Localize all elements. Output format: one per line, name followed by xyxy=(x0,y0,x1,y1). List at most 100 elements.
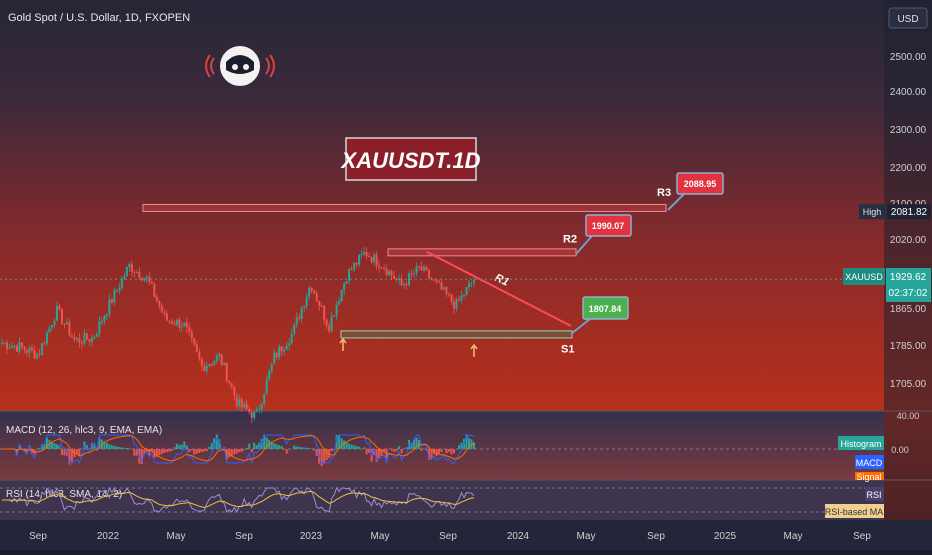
candle-body xyxy=(93,337,95,338)
macd-histogram-bar xyxy=(106,443,108,449)
candle-body xyxy=(163,312,165,313)
candle-body xyxy=(166,313,168,320)
macd-histogram-bar xyxy=(108,444,110,449)
candle-body xyxy=(263,394,265,404)
macd-histogram-bar xyxy=(343,440,345,449)
macd-histogram-bar xyxy=(203,449,205,451)
candle-body xyxy=(451,294,453,301)
macd-histogram-bar xyxy=(186,445,188,449)
candle-body xyxy=(468,283,470,287)
macd-histogram-bar xyxy=(398,446,400,449)
candle-body xyxy=(253,411,255,418)
candle-body xyxy=(356,263,358,265)
candle-body xyxy=(188,327,190,331)
candle-body xyxy=(51,325,53,327)
time-axis-label: May xyxy=(784,531,803,542)
macd-histogram-bar xyxy=(123,448,125,449)
macd-histogram-bar xyxy=(166,449,168,452)
candle-body xyxy=(348,269,350,281)
r2-label: R2 xyxy=(563,233,577,245)
candle-body xyxy=(351,269,353,270)
macd-histogram-bar xyxy=(441,449,443,452)
macd-histogram-bar xyxy=(323,449,325,463)
svg-text:High: High xyxy=(863,207,882,217)
candle-body xyxy=(201,359,203,366)
candle-body xyxy=(408,274,410,285)
candle-body xyxy=(278,346,280,357)
candle-body xyxy=(121,279,123,288)
candle-body xyxy=(301,308,303,319)
macd-histogram-bar xyxy=(298,447,300,449)
candle-body xyxy=(193,338,195,345)
macd-histogram-bar xyxy=(301,447,303,449)
candle-body xyxy=(346,281,348,283)
candle-body xyxy=(273,353,275,364)
macd-histogram-bar xyxy=(341,438,343,449)
time-axis-label: 2022 xyxy=(97,531,120,542)
svg-text:02:37:02: 02:37:02 xyxy=(889,288,928,299)
macd-histogram-bar xyxy=(208,447,210,449)
candle-body xyxy=(386,269,388,275)
candle-body xyxy=(208,364,210,366)
candle-body xyxy=(233,387,235,395)
macd-histogram-bar xyxy=(178,445,180,449)
candle-body xyxy=(161,306,163,312)
macd-histogram-bar xyxy=(276,444,278,449)
time-axis-label: Sep xyxy=(647,531,665,542)
candle-body xyxy=(26,350,28,353)
candle-body xyxy=(306,297,308,306)
candle-body xyxy=(118,288,120,290)
macd-histogram-bar xyxy=(193,449,195,455)
macd-histogram-bar xyxy=(246,448,248,449)
candle-body xyxy=(463,295,465,296)
r3-resistance-zone[interactable] xyxy=(143,204,666,211)
candle-body xyxy=(171,321,173,324)
macd-histogram-bar xyxy=(458,445,460,449)
macd-histogram-bar xyxy=(348,444,350,449)
candle-body xyxy=(281,346,283,351)
candle-body xyxy=(228,381,230,383)
macd-histogram-bar xyxy=(296,446,298,449)
macd-histogram-bar xyxy=(248,444,250,449)
price-tick-label: 1705.00 xyxy=(890,379,927,390)
candle-body xyxy=(153,284,155,297)
macd-histogram-bar xyxy=(273,443,275,449)
time-axis-label: May xyxy=(167,531,186,542)
candle-body xyxy=(436,280,438,281)
candle-body xyxy=(438,281,440,282)
candle-body xyxy=(186,323,188,328)
candle-body xyxy=(358,255,360,265)
candle-body xyxy=(251,412,253,418)
candle-body xyxy=(321,306,323,307)
candle-body xyxy=(293,325,295,334)
candle-body xyxy=(453,302,455,309)
candle-body xyxy=(311,288,313,291)
candle-body xyxy=(336,305,338,316)
macd-axis-top: 40.00 xyxy=(897,411,920,421)
candle-body xyxy=(353,263,355,269)
candle-body xyxy=(3,343,5,344)
candle-body xyxy=(461,296,463,301)
candle-body xyxy=(296,317,298,324)
candle-body xyxy=(378,266,380,268)
time-axis-label: 2024 xyxy=(507,531,530,542)
macd-histogram-bar xyxy=(128,448,130,449)
candle-body xyxy=(66,322,68,324)
macd-histogram-bar xyxy=(281,446,283,449)
candle-body xyxy=(373,255,375,262)
macd-histogram-bar xyxy=(243,449,245,450)
candle-body xyxy=(448,294,450,295)
s1-support-zone[interactable] xyxy=(341,331,572,338)
r2-resistance-zone[interactable] xyxy=(388,249,576,256)
macd-histogram-bar xyxy=(181,445,183,449)
candle-body xyxy=(368,256,370,257)
watermark-text: XAUUSDT.1D xyxy=(340,148,481,173)
candle-body xyxy=(111,299,113,302)
high-price-tag: High 2081.82 xyxy=(859,204,931,219)
candle-body xyxy=(23,347,25,350)
macd-histogram-bar xyxy=(303,448,305,449)
candle-body xyxy=(41,343,43,355)
macd-histogram-bar xyxy=(211,443,213,449)
